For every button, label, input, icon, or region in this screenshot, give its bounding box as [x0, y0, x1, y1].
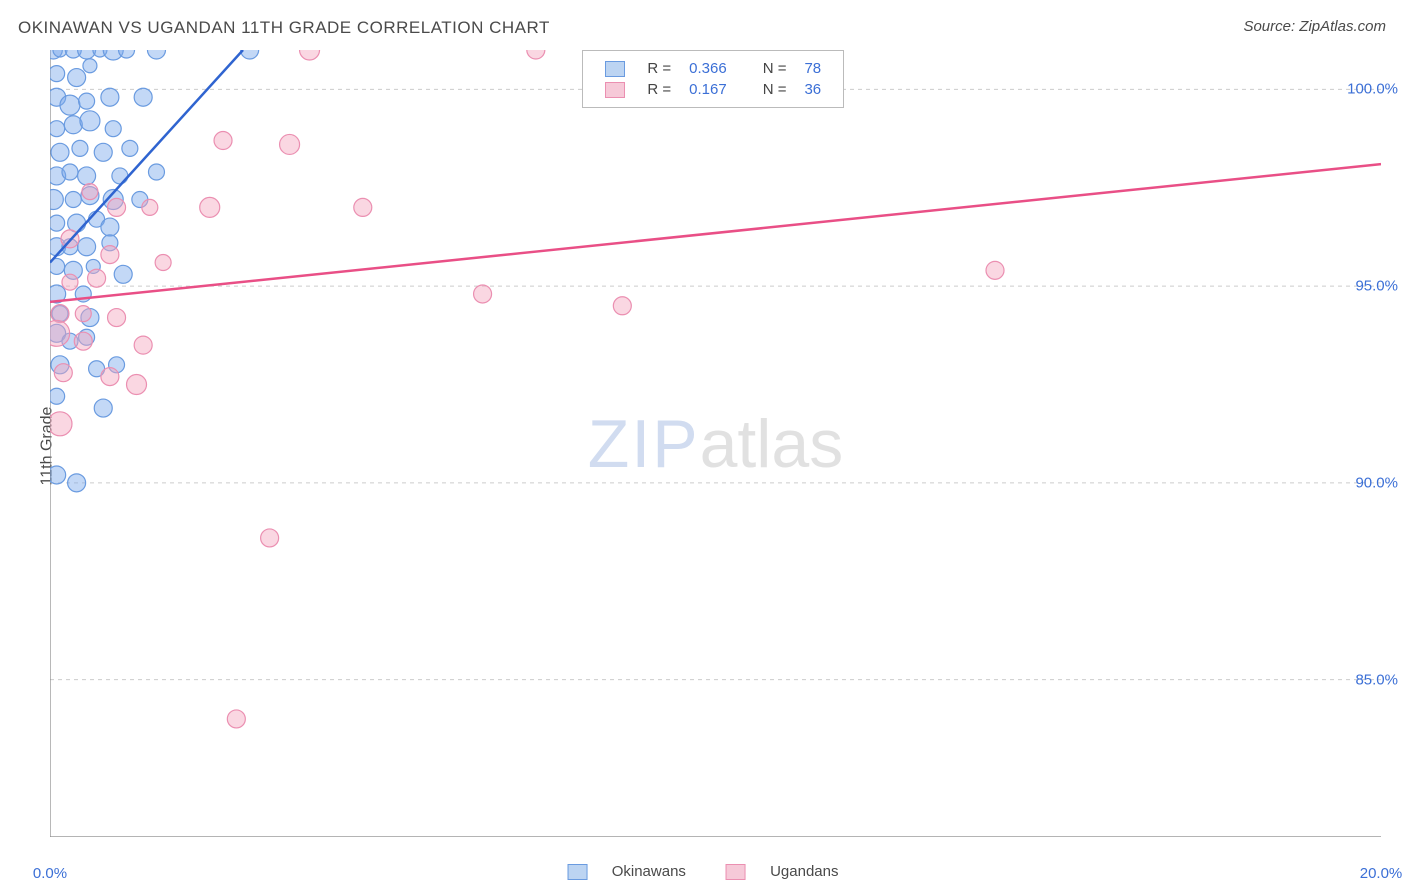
y-tick-label: 90.0% — [1355, 474, 1398, 491]
data-point — [50, 66, 65, 82]
scatter-plot-svg: ZIPatlas — [50, 50, 1381, 837]
data-point — [94, 143, 112, 161]
data-point — [101, 246, 119, 264]
data-point — [50, 466, 66, 484]
data-point — [50, 215, 65, 231]
legend-n-label: N = — [755, 80, 795, 99]
data-point — [88, 269, 106, 287]
data-point — [200, 197, 220, 217]
data-point — [51, 143, 69, 161]
legend-item: Ugandans — [716, 863, 849, 880]
data-point — [62, 274, 78, 290]
data-point — [50, 412, 72, 436]
data-point — [474, 285, 492, 303]
data-point — [68, 474, 86, 492]
data-point — [227, 710, 245, 728]
data-point — [142, 199, 158, 215]
y-tick-label: 95.0% — [1355, 278, 1398, 295]
data-point — [134, 336, 152, 354]
data-point — [94, 399, 112, 417]
data-point — [80, 111, 100, 131]
x-tick-label: 0.0% — [33, 865, 67, 882]
legend-stats: R = 0.366 N = 78 R = 0.167 N = 36 — [582, 50, 844, 108]
data-point — [134, 88, 152, 106]
data-point — [127, 374, 147, 394]
legend-r-value: 0.167 — [681, 80, 735, 99]
data-point — [613, 297, 631, 315]
data-point — [108, 309, 126, 327]
data-point — [155, 254, 171, 270]
legend-item: Okinawans — [558, 863, 696, 880]
data-point — [72, 140, 88, 156]
data-point — [114, 265, 132, 283]
data-point — [101, 88, 119, 106]
data-point — [68, 69, 86, 87]
legend-r-value: 0.366 — [681, 59, 735, 78]
trend-line — [50, 164, 1381, 302]
data-point — [101, 218, 119, 236]
data-point — [62, 164, 78, 180]
data-point — [78, 167, 96, 185]
data-point — [75, 306, 91, 322]
data-point — [50, 388, 65, 404]
legend-r-label: R = — [639, 59, 679, 78]
data-point — [54, 364, 72, 382]
data-point — [354, 198, 372, 216]
legend-n-value: 36 — [796, 80, 829, 99]
data-point — [83, 59, 97, 73]
data-point — [79, 93, 95, 109]
data-point — [261, 529, 279, 547]
plot-area: ZIPatlas — [50, 50, 1381, 837]
data-point — [147, 50, 165, 59]
data-point — [82, 184, 98, 200]
data-point — [108, 198, 126, 216]
data-point — [280, 134, 300, 154]
legend-label: Okinawans — [612, 863, 686, 880]
data-point — [65, 192, 81, 208]
data-point — [214, 132, 232, 150]
legend-n-value: 78 — [796, 59, 829, 78]
data-point — [112, 168, 128, 184]
data-point — [50, 320, 70, 346]
x-tick-label: 20.0% — [1360, 865, 1403, 882]
data-point — [74, 332, 92, 350]
data-point — [105, 121, 121, 137]
legend-bottom: Okinawans Ugandans — [548, 863, 859, 880]
data-point — [986, 261, 1004, 279]
data-point — [122, 140, 138, 156]
source-attribution: Source: ZipAtlas.com — [1243, 18, 1386, 35]
data-point — [64, 116, 82, 134]
y-tick-label: 85.0% — [1355, 671, 1398, 688]
legend-swatch — [605, 82, 625, 98]
data-point — [101, 368, 119, 386]
data-point — [148, 164, 164, 180]
data-point — [50, 121, 65, 137]
y-tick-label: 100.0% — [1347, 81, 1398, 98]
legend-swatch — [726, 864, 746, 880]
legend-swatch — [605, 61, 625, 77]
data-point — [51, 305, 69, 323]
legend-n-label: N = — [755, 59, 795, 78]
legend-swatch — [568, 864, 588, 880]
data-point — [50, 190, 63, 210]
data-point — [60, 95, 80, 115]
chart-title: OKINAWAN VS UGANDAN 11TH GRADE CORRELATI… — [18, 18, 550, 38]
legend-r-label: R = — [639, 80, 679, 99]
watermark: ZIPatlas — [588, 406, 843, 482]
data-point — [78, 238, 96, 256]
data-point — [300, 50, 320, 60]
legend-label: Ugandans — [770, 863, 838, 880]
data-point — [527, 50, 545, 59]
